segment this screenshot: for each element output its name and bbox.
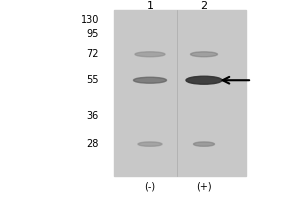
Text: (-): (-) [144,181,156,191]
Text: 72: 72 [86,49,99,59]
Ellipse shape [135,52,165,57]
Ellipse shape [194,142,214,146]
Ellipse shape [190,52,218,57]
Text: 36: 36 [87,111,99,121]
Text: 1: 1 [146,1,154,11]
Text: (+): (+) [196,181,212,191]
Ellipse shape [134,77,166,83]
Ellipse shape [186,76,222,84]
Ellipse shape [138,142,162,146]
Text: 95: 95 [87,29,99,39]
Text: 2: 2 [200,1,208,11]
Text: 55: 55 [86,75,99,85]
Text: 130: 130 [81,15,99,25]
Text: 28: 28 [87,139,99,149]
Bar [114,10,246,176]
